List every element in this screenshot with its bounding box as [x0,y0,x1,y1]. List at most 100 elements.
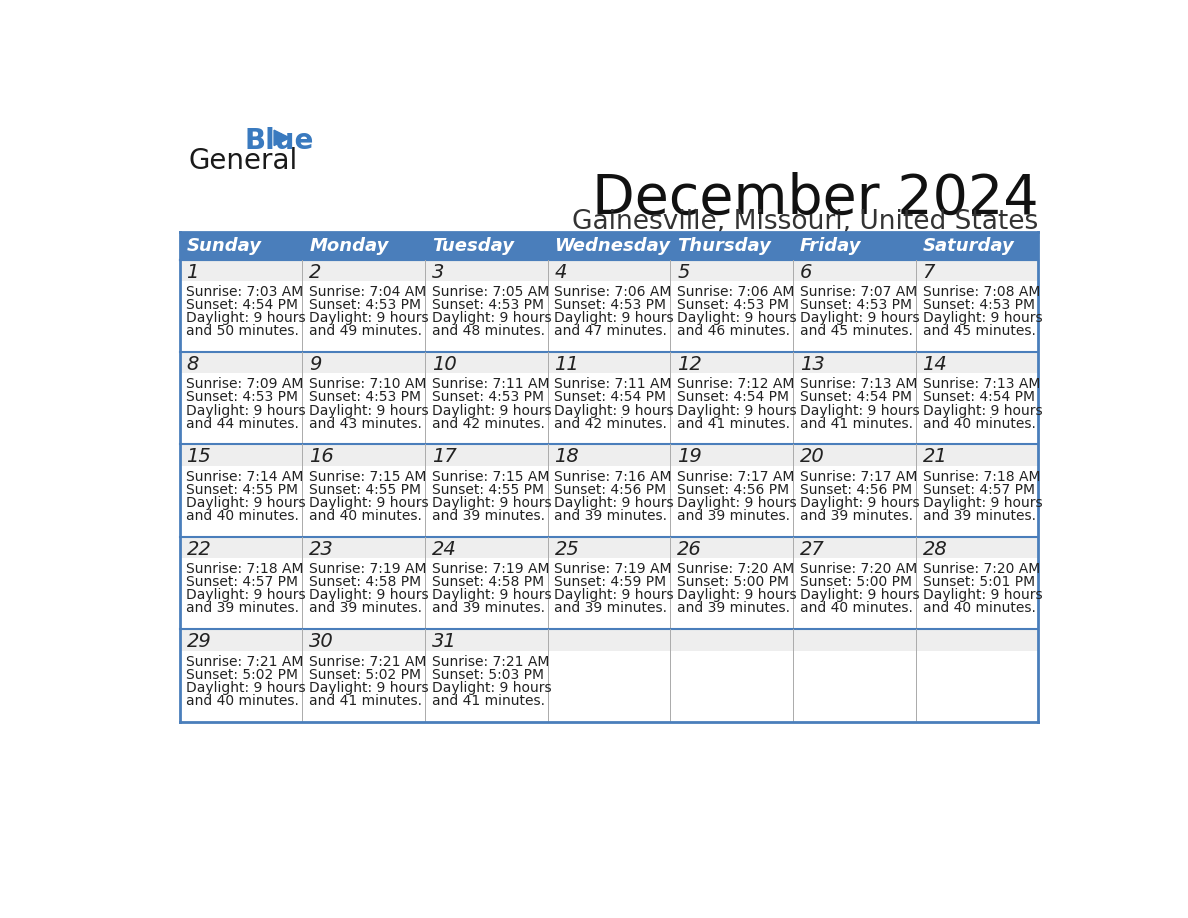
Text: 23: 23 [309,540,334,559]
Bar [425,466,548,537]
Text: Sunset: 4:53 PM: Sunset: 4:53 PM [555,298,666,312]
Text: Sunrise: 7:17 AM: Sunrise: 7:17 AM [677,470,795,484]
Text: Sunrise: 7:08 AM: Sunrise: 7:08 AM [923,285,1040,299]
Text: Sunset: 4:54 PM: Sunset: 4:54 PM [800,390,912,405]
Text: and 48 minutes.: and 48 minutes. [431,324,545,338]
Text: Gainesville, Missouri, United States: Gainesville, Missouri, United States [571,208,1038,235]
Text: Sunset: 4:53 PM: Sunset: 4:53 PM [923,298,1035,312]
Text: Sunset: 4:56 PM: Sunset: 4:56 PM [677,483,789,497]
Bar [670,466,792,537]
Text: Thursday: Thursday [677,237,771,254]
Text: Daylight: 9 hours: Daylight: 9 hours [555,588,674,602]
Text: Daylight: 9 hours: Daylight: 9 hours [555,496,674,509]
Bar [179,466,302,537]
Text: Sunrise: 7:20 AM: Sunrise: 7:20 AM [923,562,1040,577]
Bar [548,466,670,537]
Text: Sunset: 5:02 PM: Sunset: 5:02 PM [187,667,298,682]
Text: and 40 minutes.: and 40 minutes. [800,601,912,615]
Text: Daylight: 9 hours: Daylight: 9 hours [923,404,1042,418]
Text: and 43 minutes.: and 43 minutes. [309,417,422,431]
Text: Daylight: 9 hours: Daylight: 9 hours [923,496,1042,509]
Text: Daylight: 9 hours: Daylight: 9 hours [309,404,429,418]
Text: Sunrise: 7:04 AM: Sunrise: 7:04 AM [309,285,426,299]
Text: 20: 20 [800,447,824,466]
Text: 2: 2 [309,263,322,282]
Text: 3: 3 [431,263,444,282]
Bar [302,374,425,444]
Text: 22: 22 [187,540,211,559]
Text: Sunset: 4:53 PM: Sunset: 4:53 PM [431,298,544,312]
Text: Sunset: 4:55 PM: Sunset: 4:55 PM [431,483,544,497]
Text: Sunrise: 7:05 AM: Sunrise: 7:05 AM [431,285,549,299]
Text: Sunrise: 7:11 AM: Sunrise: 7:11 AM [431,377,549,391]
Bar [916,281,1038,352]
Bar [179,629,1038,722]
Text: Blue: Blue [245,127,314,155]
Bar [179,537,1038,629]
Text: Daylight: 9 hours: Daylight: 9 hours [800,588,920,602]
Text: and 39 minutes.: and 39 minutes. [555,509,668,523]
Text: 13: 13 [800,355,824,374]
Text: Daylight: 9 hours: Daylight: 9 hours [800,311,920,325]
Text: Sunrise: 7:03 AM: Sunrise: 7:03 AM [187,285,304,299]
Text: Sunday: Sunday [187,237,261,254]
Text: and 39 minutes.: and 39 minutes. [677,509,790,523]
Text: Daylight: 9 hours: Daylight: 9 hours [309,311,429,325]
Text: 19: 19 [677,447,702,466]
Text: Sunset: 5:00 PM: Sunset: 5:00 PM [677,576,789,589]
Text: Sunrise: 7:18 AM: Sunrise: 7:18 AM [923,470,1040,484]
Text: Sunset: 4:54 PM: Sunset: 4:54 PM [555,390,666,405]
Text: Sunset: 4:58 PM: Sunset: 4:58 PM [431,576,544,589]
Bar [670,281,792,352]
Text: Sunrise: 7:21 AM: Sunrise: 7:21 AM [187,655,304,668]
Text: Sunrise: 7:19 AM: Sunrise: 7:19 AM [309,562,426,577]
Text: 6: 6 [800,263,813,282]
Text: Daylight: 9 hours: Daylight: 9 hours [800,496,920,509]
Text: 27: 27 [800,540,824,559]
Text: General: General [189,147,298,175]
Bar [792,281,916,352]
Text: Daylight: 9 hours: Daylight: 9 hours [309,496,429,509]
Text: 25: 25 [555,540,580,559]
Text: and 39 minutes.: and 39 minutes. [800,509,912,523]
Text: and 41 minutes.: and 41 minutes. [800,417,912,431]
Text: Sunrise: 7:06 AM: Sunrise: 7:06 AM [677,285,795,299]
Text: Sunrise: 7:07 AM: Sunrise: 7:07 AM [800,285,917,299]
Text: Sunset: 4:53 PM: Sunset: 4:53 PM [677,298,789,312]
Text: Sunset: 5:01 PM: Sunset: 5:01 PM [923,576,1035,589]
Text: Sunset: 4:54 PM: Sunset: 4:54 PM [187,298,298,312]
Text: Sunrise: 7:20 AM: Sunrise: 7:20 AM [800,562,917,577]
Bar [548,374,670,444]
Bar [916,466,1038,537]
Text: and 41 minutes.: and 41 minutes. [309,694,422,708]
Text: 26: 26 [677,540,702,559]
Text: Daylight: 9 hours: Daylight: 9 hours [923,588,1042,602]
Bar [302,466,425,537]
Text: Sunrise: 7:10 AM: Sunrise: 7:10 AM [309,377,426,391]
Text: Sunrise: 7:13 AM: Sunrise: 7:13 AM [923,377,1040,391]
Text: and 39 minutes.: and 39 minutes. [431,509,545,523]
Bar [179,281,302,352]
Text: and 39 minutes.: and 39 minutes. [677,601,790,615]
Text: 1: 1 [187,263,198,282]
Text: 5: 5 [677,263,689,282]
Text: and 40 minutes.: and 40 minutes. [187,509,299,523]
Text: and 40 minutes.: and 40 minutes. [309,509,422,523]
Text: Sunrise: 7:14 AM: Sunrise: 7:14 AM [187,470,304,484]
Text: Sunrise: 7:21 AM: Sunrise: 7:21 AM [309,655,426,668]
Text: 9: 9 [309,355,322,374]
Text: Daylight: 9 hours: Daylight: 9 hours [309,588,429,602]
Bar [792,374,916,444]
Bar [670,374,792,444]
Bar [179,558,302,629]
Text: Wednesday: Wednesday [555,237,670,254]
Bar [548,281,670,352]
Text: Sunset: 4:55 PM: Sunset: 4:55 PM [187,483,298,497]
Bar [792,651,916,722]
Text: Daylight: 9 hours: Daylight: 9 hours [555,404,674,418]
Text: Sunset: 4:54 PM: Sunset: 4:54 PM [677,390,789,405]
Text: 31: 31 [431,633,456,651]
Bar [548,651,670,722]
Text: Sunset: 4:55 PM: Sunset: 4:55 PM [309,483,422,497]
Text: and 45 minutes.: and 45 minutes. [923,324,1036,338]
